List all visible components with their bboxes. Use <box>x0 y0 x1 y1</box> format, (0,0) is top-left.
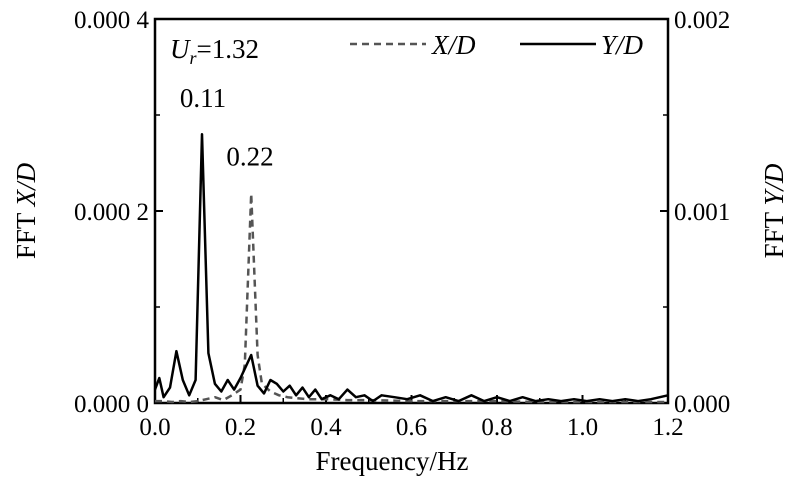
left-y-axis-title: FFT X/D <box>11 162 41 259</box>
legend: X/D Y/D <box>350 30 644 60</box>
left-y-tick-label: 0.000 0 <box>74 391 149 418</box>
plot-frame <box>153 17 670 405</box>
series-layer <box>153 132 669 404</box>
left-y-axis-title-var: X/D <box>11 162 41 207</box>
x-axis: 0.0 0.2 0.4 0.6 0.8 1.0 1.2 <box>139 395 684 441</box>
x-tick-label: 0.6 <box>396 414 427 441</box>
peak-annotations: 0.110.22 <box>180 83 274 172</box>
right-y-tick-label: 0.002 <box>674 7 730 34</box>
x-axis-title: Frequency/Hz <box>316 446 469 476</box>
right-y-axis-title-prefix: FFT <box>759 206 789 259</box>
ur-subscript: r <box>190 48 198 68</box>
ur-value: =1.32 <box>197 34 259 64</box>
legend-label-xd: X/D <box>431 30 476 60</box>
right-y-axis-title-var: Y/D <box>759 163 789 206</box>
peak-label: 0.22 <box>226 141 273 171</box>
x-tick-label: 1.2 <box>652 414 683 441</box>
x-tick-label: 0.8 <box>481 414 512 441</box>
x-tick-label: 1.0 <box>567 414 598 441</box>
series-line-yd <box>153 132 669 403</box>
peak-label: 0.11 <box>180 83 226 113</box>
left-y-tick-label: 0.000 2 <box>74 199 149 226</box>
left-y-axis: 0.000 0 0.000 2 0.000 4 <box>74 7 163 418</box>
left-y-tick-label: 0.000 4 <box>74 7 150 34</box>
left-y-axis-title-prefix: FFT <box>11 206 41 259</box>
legend-label-yd: Y/D <box>601 30 644 60</box>
right-y-tick-label: 0.000 <box>674 391 730 418</box>
right-y-axis: 0.000 0.001 0.002 <box>660 7 730 418</box>
reduced-velocity-label: Ur=1.32 <box>170 34 259 68</box>
ur-symbol: U <box>170 34 191 64</box>
x-tick-label: 0.2 <box>225 414 256 441</box>
right-y-axis-title: FFT Y/D <box>759 163 789 258</box>
x-tick-label: 0.0 <box>139 414 170 441</box>
series-line-xd <box>155 192 668 404</box>
right-y-tick-label: 0.001 <box>674 199 730 226</box>
x-tick-label: 0.4 <box>310 414 342 441</box>
